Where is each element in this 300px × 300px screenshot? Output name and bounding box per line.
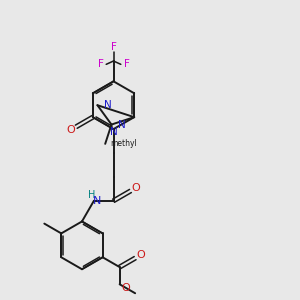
Text: O: O	[121, 283, 130, 292]
Text: F: F	[111, 42, 116, 52]
Text: N: N	[118, 119, 126, 130]
Text: methyl: methyl	[110, 139, 137, 148]
Text: N: N	[104, 100, 112, 110]
Text: F: F	[124, 59, 129, 69]
Text: N: N	[93, 196, 101, 206]
Text: O: O	[67, 125, 76, 135]
Text: N: N	[110, 127, 117, 137]
Text: O: O	[131, 183, 140, 193]
Text: H: H	[88, 190, 95, 200]
Text: F: F	[98, 59, 103, 69]
Text: O: O	[136, 250, 145, 260]
